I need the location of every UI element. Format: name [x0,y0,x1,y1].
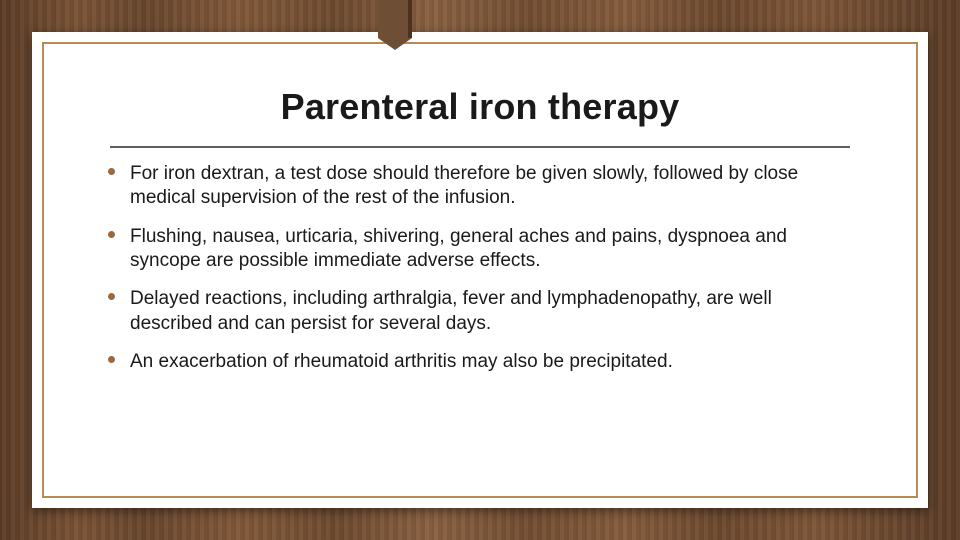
title-underline [110,146,850,148]
slide-content: Parenteral iron therapy For iron dextran… [58,58,902,482]
bullet-dot-icon [108,293,115,300]
bullet-dot-icon [108,356,115,363]
bullet-list: For iron dextran, a test dose should the… [106,162,854,374]
slide-title: Parenteral iron therapy [106,86,854,128]
bullet-item: Delayed reactions, including arthralgia,… [106,287,854,336]
bullet-text: Flushing, nausea, urticaria, shivering, … [130,226,787,271]
bullet-item: For iron dextran, a test dose should the… [106,162,854,211]
bullet-text: An exacerbation of rheumatoid arthritis … [130,351,673,372]
bullet-item: Flushing, nausea, urticaria, shivering, … [106,225,854,274]
bullet-dot-icon [108,168,115,175]
slide-card: Parenteral iron therapy For iron dextran… [32,32,928,508]
bullet-dot-icon [108,231,115,238]
bullet-item: An exacerbation of rheumatoid arthritis … [106,350,854,374]
bullet-text: Delayed reactions, including arthralgia,… [130,288,772,333]
bullet-text: For iron dextran, a test dose should the… [130,163,798,208]
bookmark-ribbon-icon [378,0,412,50]
